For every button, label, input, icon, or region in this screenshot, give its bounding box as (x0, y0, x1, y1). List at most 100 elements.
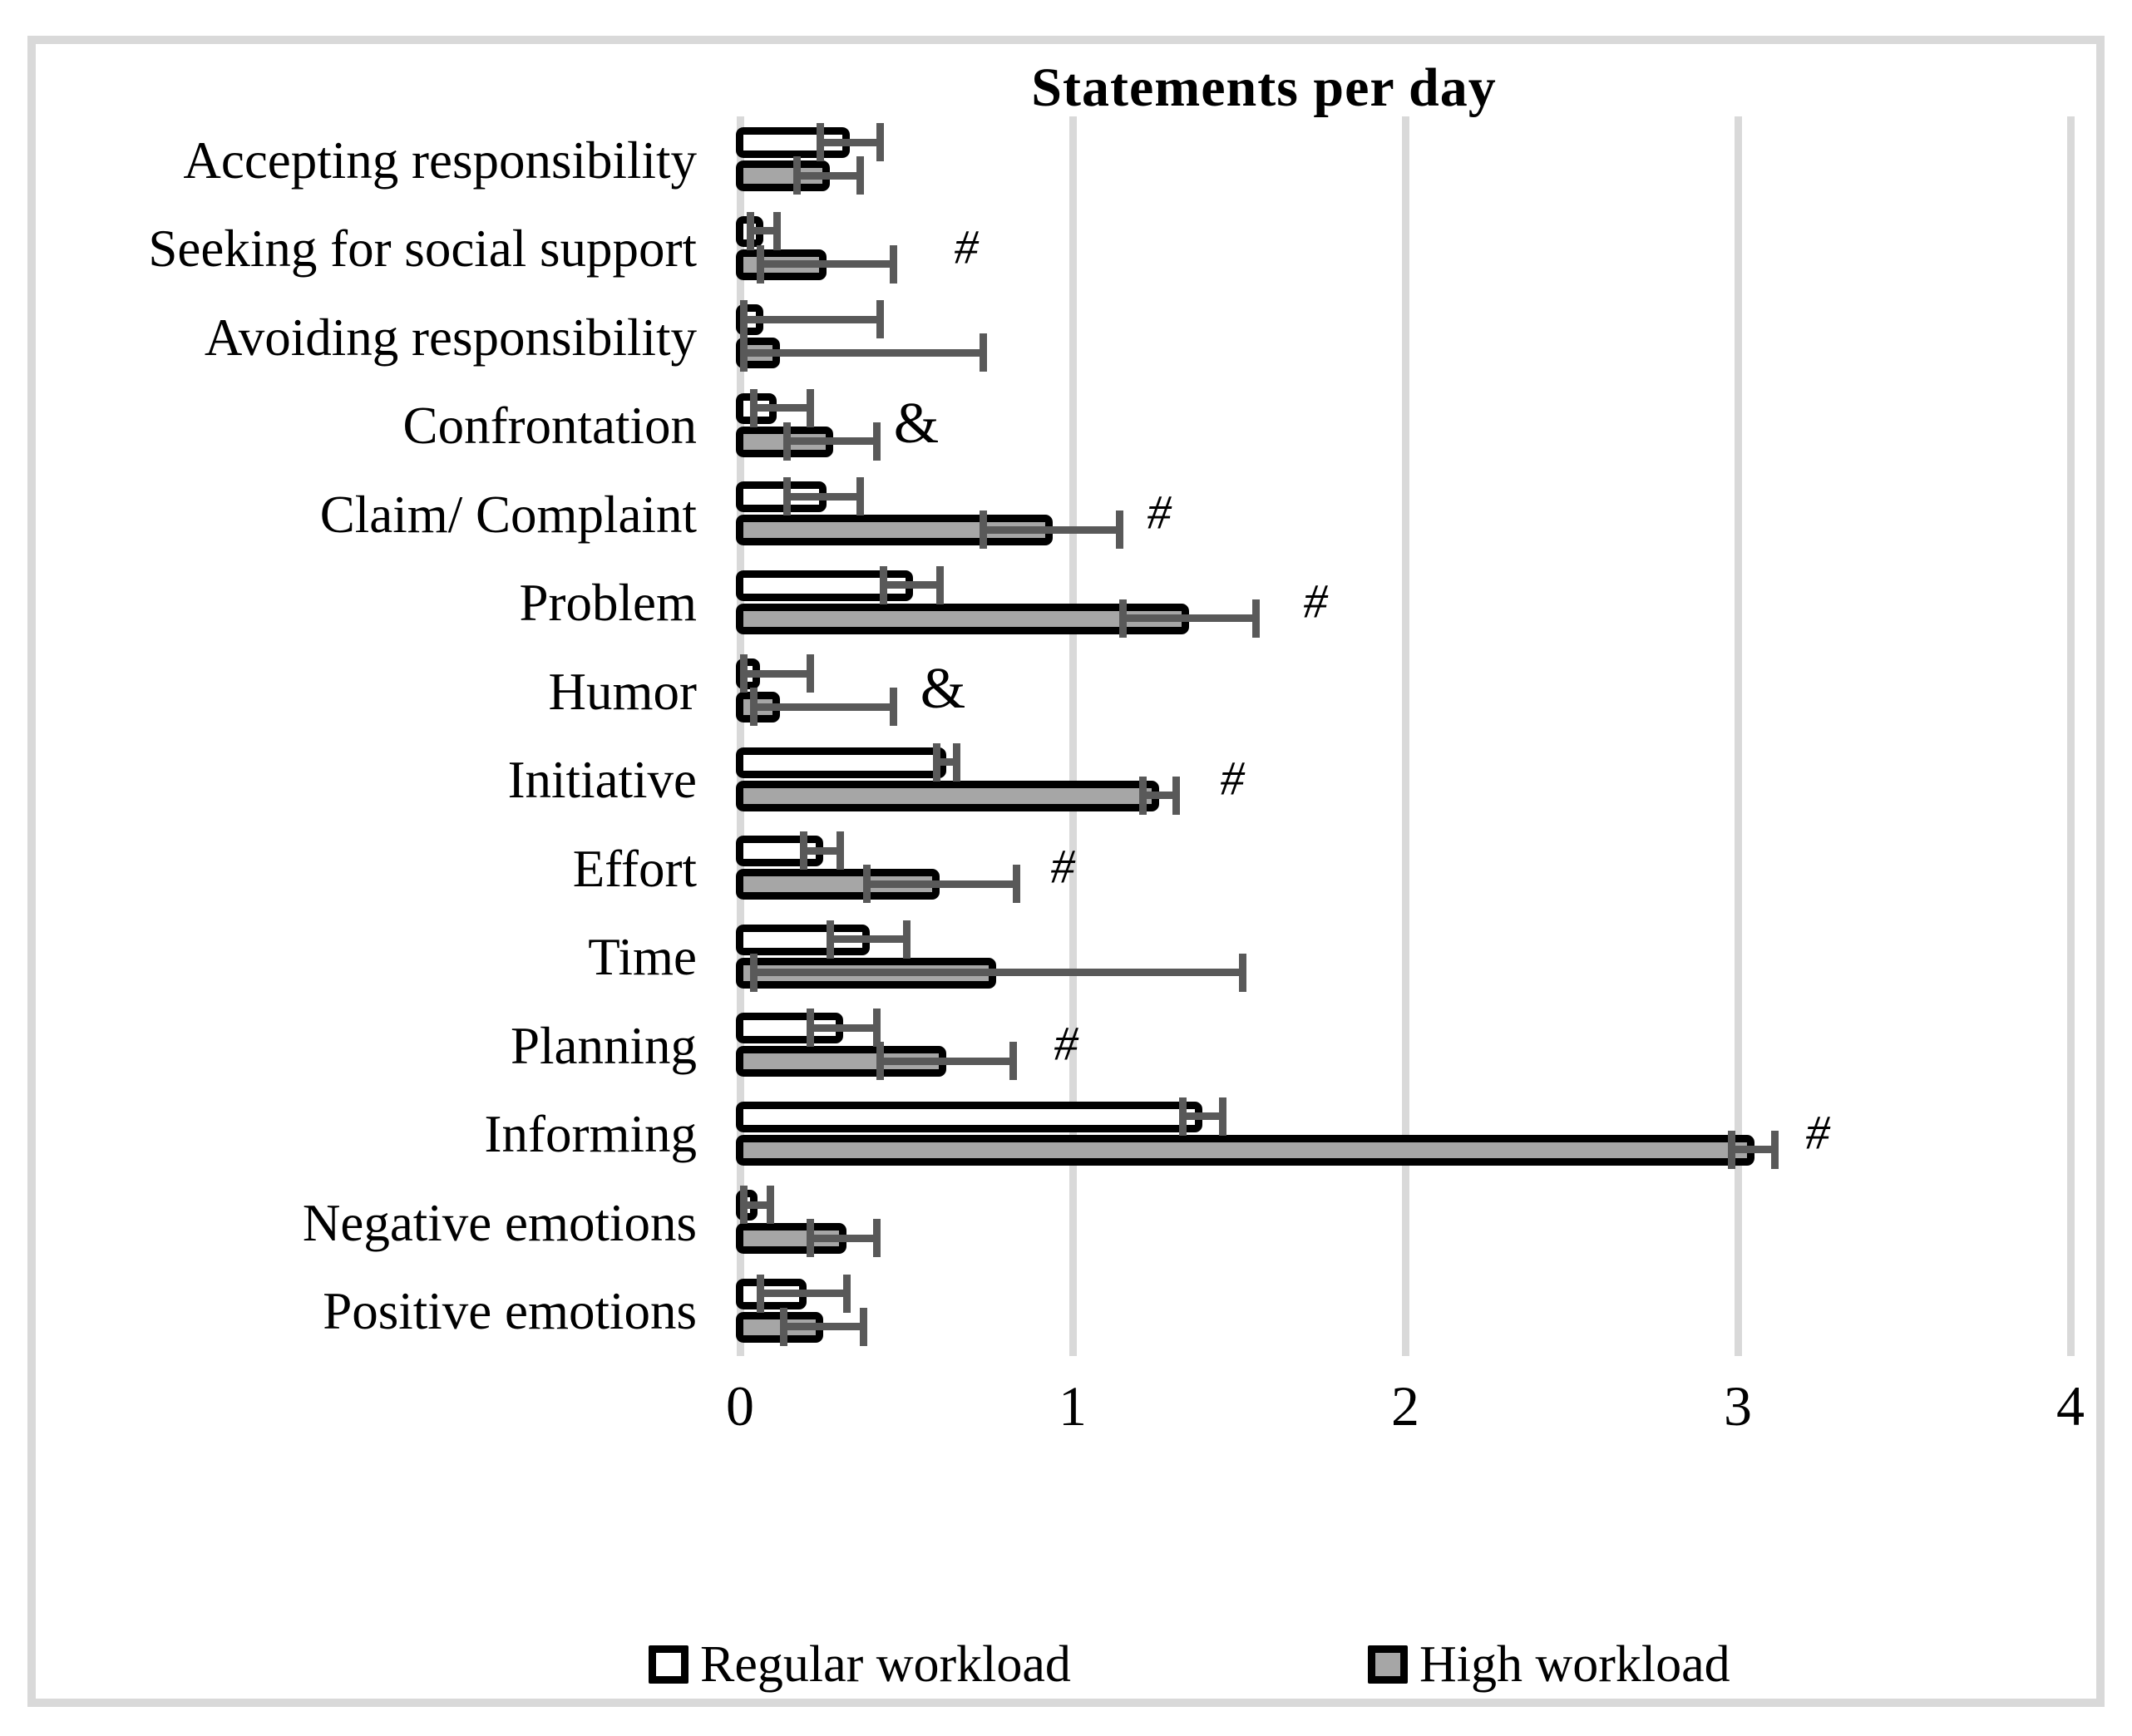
error-bar-cap (1172, 776, 1180, 815)
error-bar-cap (856, 156, 864, 195)
error-bar-cap (779, 1307, 787, 1346)
significance-marker: # (1147, 485, 1172, 540)
category-label: Seeking for social support (148, 219, 697, 279)
error-bar-line (743, 669, 810, 678)
error-bar-cap (872, 1219, 881, 1257)
significance-marker: & (893, 391, 940, 456)
error-bar-cap (856, 477, 864, 515)
error-bar-cap (799, 831, 807, 870)
error-bar-cap (806, 1219, 814, 1257)
legend-label-regular-workload: Regular workload (700, 1635, 1071, 1693)
error-bar-line (983, 525, 1119, 534)
category-label: Planning (510, 1016, 697, 1075)
error-bar-cap (792, 156, 801, 195)
category-label: Claim/ Complaint (319, 485, 697, 544)
error-bar-cap (739, 333, 748, 372)
error-bar-cap (935, 565, 944, 604)
error-bar-line (1731, 1146, 1774, 1153)
error-bar-line (936, 758, 956, 766)
error-bar-line (866, 880, 1016, 888)
error-bar-line (787, 492, 860, 501)
x-gridline (736, 116, 744, 1356)
chart-frame (27, 36, 2105, 1707)
error-bar-cap (879, 565, 887, 604)
error-bar-cap (859, 1307, 867, 1346)
legend-entry-regular: Regular workload (649, 1631, 1071, 1698)
error-bar-cap (782, 422, 791, 461)
x-gridline (1068, 116, 1077, 1356)
x-tick-label: 3 (1724, 1374, 1752, 1438)
error-bar-cap (1012, 865, 1020, 903)
bar-high-workload (736, 603, 1189, 634)
significance-marker: # (1303, 574, 1328, 629)
error-bar-cap (806, 1009, 814, 1047)
error-bar-line (750, 227, 777, 234)
category-label: Positive emotions (323, 1282, 697, 1341)
bar-high-workload (736, 1046, 946, 1077)
error-bar-cap (862, 865, 871, 903)
error-bar-cap (756, 1274, 764, 1313)
error-bar-line (787, 437, 876, 445)
error-bar-cap (952, 742, 960, 782)
category-label: Informing (484, 1105, 697, 1164)
x-tick-label: 1 (1059, 1374, 1087, 1438)
error-bar-cap (1251, 599, 1260, 638)
error-bar-cap (746, 211, 754, 250)
significance-marker: # (1050, 839, 1075, 894)
error-bar-line (753, 969, 1242, 976)
x-gridline (1401, 116, 1409, 1356)
legend-swatch-regular-workload (649, 1645, 688, 1684)
error-bar-cap (739, 1186, 748, 1224)
error-bar-cap (1238, 953, 1246, 992)
error-bar-line (753, 703, 893, 711)
error-bar-line (753, 404, 810, 412)
error-bar-cap (889, 688, 897, 726)
error-bar-cap (1115, 510, 1123, 549)
legend-label-high-workload: High workload (1419, 1635, 1730, 1693)
error-bar-cap (979, 510, 987, 549)
significance-marker: & (920, 657, 966, 722)
error-bar-cap (739, 654, 748, 693)
error-bar-cap (806, 654, 814, 693)
error-bar-cap (979, 333, 987, 372)
error-bar-cap (1218, 1097, 1226, 1136)
category-label: Problem (519, 574, 698, 633)
error-bar-cap (1727, 1130, 1735, 1169)
error-bar-cap (842, 1274, 851, 1313)
legend-entry-high: High workload (1368, 1631, 1730, 1698)
error-bar-cap (749, 953, 758, 992)
category-label: Confrontation (402, 397, 697, 456)
x-gridline (1734, 116, 1742, 1356)
x-tick-label: 2 (1391, 1374, 1419, 1438)
bar-regular-workload (736, 747, 946, 778)
error-bar-cap (826, 920, 834, 959)
error-bar-line (803, 846, 840, 855)
legend-swatch-high-workload (1368, 1645, 1408, 1684)
error-bar-cap (1118, 599, 1127, 638)
error-bar-line (880, 1057, 1013, 1065)
significance-marker: # (1054, 1016, 1078, 1071)
error-bar-line (743, 1201, 770, 1209)
error-bar-cap (749, 688, 758, 726)
error-bar-cap (836, 831, 844, 870)
category-label: Accepting responsibility (183, 131, 697, 190)
error-bar-cap (782, 477, 791, 515)
error-bar-line (797, 171, 860, 180)
error-bar-line (783, 1323, 863, 1330)
category-label: Humor (548, 662, 697, 721)
bar-high-workload (736, 780, 1159, 811)
significance-marker: # (954, 219, 979, 274)
error-bar-cap (889, 244, 897, 284)
error-bar-cap (872, 1009, 881, 1047)
chart-title: Statements per day (1031, 57, 1497, 118)
bar-high-workload (736, 1134, 1754, 1166)
error-bar-line (1142, 792, 1176, 799)
bar-regular-workload (736, 1101, 1202, 1132)
error-bar-line (760, 1290, 846, 1297)
category-label: Avoiding responsibility (204, 308, 697, 367)
error-bar-cap (749, 388, 758, 427)
x-tick-label: 0 (726, 1374, 754, 1438)
category-label: Time (588, 928, 697, 987)
error-bar-cap (1009, 1042, 1017, 1080)
